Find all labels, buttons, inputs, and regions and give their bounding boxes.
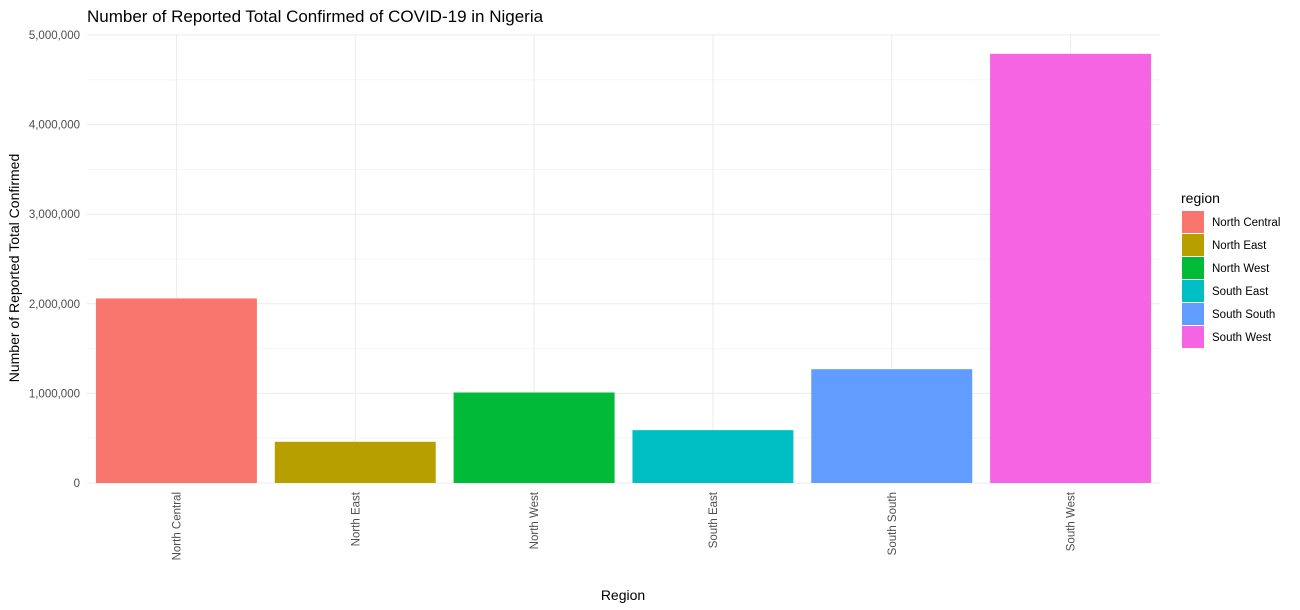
legend-label: South West bbox=[1212, 332, 1272, 344]
chart-title: Number of Reported Total Confirmed of CO… bbox=[87, 7, 544, 26]
legend-swatch bbox=[1182, 257, 1204, 279]
bar-north-west bbox=[453, 392, 615, 483]
legend-swatch bbox=[1182, 303, 1204, 325]
x-tick-label: North West bbox=[529, 491, 541, 549]
legend-label: North West bbox=[1212, 263, 1270, 275]
legend-label: North East bbox=[1212, 240, 1267, 252]
x-tick-labels: North Central North East North West South E… bbox=[171, 491, 1077, 560]
legend-swatch bbox=[1182, 326, 1204, 348]
legend: region North Central North East North West… bbox=[1181, 190, 1280, 348]
bar-south-west bbox=[990, 53, 1152, 483]
x-tick-label: South South bbox=[887, 492, 899, 555]
y-tick-label: 4,000,000 bbox=[29, 120, 80, 132]
x-tick-label: South West bbox=[1066, 491, 1078, 551]
bar-south-east bbox=[632, 430, 794, 483]
legend-swatch bbox=[1182, 280, 1204, 302]
y-tick-label: 5,000,000 bbox=[29, 30, 80, 42]
y-axis-title: Number of Reported Total Confirmed bbox=[6, 154, 22, 383]
bar-south-south bbox=[811, 369, 973, 483]
legend-title: region bbox=[1181, 190, 1220, 206]
bar-north-central bbox=[95, 298, 257, 483]
y-tick-label: 3,000,000 bbox=[29, 209, 80, 221]
bar-north-east bbox=[274, 441, 436, 483]
bars bbox=[95, 53, 1152, 483]
legend-swatch bbox=[1182, 234, 1204, 256]
legend-label: South South bbox=[1212, 309, 1275, 321]
x-tick-label: North Central bbox=[171, 492, 183, 560]
y-tick-labels: 0 1,000,000 2,000,000 3,000,000 4,000,000 5,0… bbox=[29, 30, 80, 490]
y-tick-label: 2,000,000 bbox=[29, 299, 80, 311]
x-tick-label: North East bbox=[350, 491, 362, 546]
y-tick-label: 1,000,000 bbox=[29, 388, 80, 400]
legend-swatch bbox=[1182, 211, 1204, 233]
x-axis-title: Region bbox=[601, 587, 645, 603]
x-tick-label: South East bbox=[708, 491, 720, 548]
legend-label: South East bbox=[1212, 286, 1269, 298]
y-tick-label: 0 bbox=[74, 478, 80, 490]
legend-label: North Central bbox=[1212, 217, 1280, 229]
